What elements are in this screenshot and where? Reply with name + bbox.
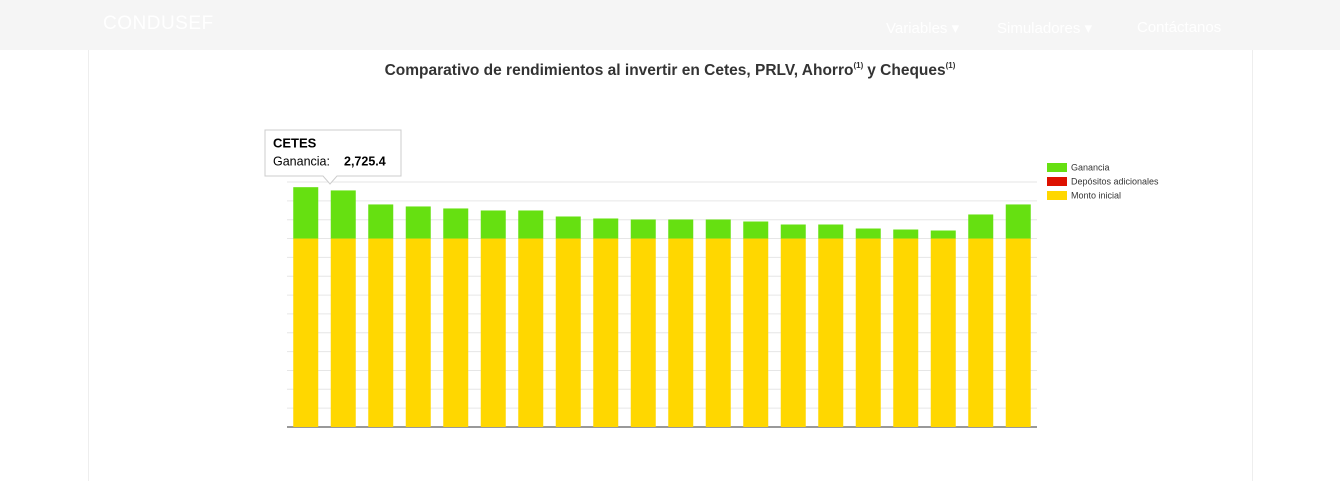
title-text: Comparativo de rendimientos al invertir … [385, 62, 854, 79]
bar-segment [518, 210, 544, 239]
bar-segment [855, 228, 881, 239]
bar-segment [743, 221, 769, 239]
title-sup: (1) [853, 61, 863, 70]
bar-segment [405, 206, 431, 239]
bar-segment [930, 238, 956, 427]
nav-item[interactable]: Simuladores ▾ [997, 20, 1093, 37]
tooltip-title: CETES [273, 135, 317, 150]
bar-segment [630, 238, 656, 427]
tooltip-box [264, 129, 402, 185]
bar-segment [405, 238, 431, 427]
bar-segment [443, 208, 469, 239]
nav-item[interactable]: Contáctanos [1137, 19, 1221, 36]
tooltip: CETES Ganancia: 2,725.4 [264, 129, 402, 185]
bar-segment [855, 238, 881, 427]
bar-segment [293, 238, 319, 427]
bar-segment [293, 187, 319, 239]
bar-segment [743, 238, 769, 427]
bar-segment [480, 238, 506, 427]
tooltip-value: 2,725.4 [344, 154, 386, 168]
bar-segment [668, 219, 694, 239]
bar-segment [818, 238, 844, 427]
bar-segment [593, 238, 619, 427]
bar-segment [480, 210, 506, 239]
bar-segment [593, 218, 619, 239]
bar-segment [330, 238, 356, 427]
bar-segment [780, 224, 806, 239]
bar-segment [668, 238, 694, 427]
navbar: CONDUSEF Variables ▾ Simuladores ▾ Contá… [0, 0, 1340, 50]
title-text: y Cheques [867, 62, 945, 79]
bar-segment [368, 204, 394, 239]
bar-segment [630, 219, 656, 239]
bar-segment [555, 216, 581, 239]
brand[interactable]: CONDUSEF [103, 13, 214, 34]
bar-segment [555, 238, 581, 427]
bar-segment [968, 214, 994, 239]
nav-label[interactable]: Simuladores [997, 20, 1081, 37]
nav-label[interactable]: Variables [886, 20, 948, 37]
bar-segment [893, 229, 919, 239]
tooltip-label: Ganancia: [273, 154, 330, 168]
panel [88, 50, 1253, 481]
bar-segment [705, 238, 731, 427]
nav-item[interactable]: Variables ▾ [886, 20, 960, 37]
bar-segment [780, 238, 806, 427]
legend-label: Monto inicial [1071, 190, 1121, 200]
bar-segment [1005, 238, 1031, 427]
legend-label: Ganancia [1071, 162, 1110, 172]
legend-swatch [1047, 177, 1067, 186]
bar-segment [518, 238, 544, 427]
legend-label: Depósitos adicionales [1071, 176, 1159, 186]
legend-swatch [1047, 163, 1067, 172]
nav-label[interactable]: Contáctanos [1137, 19, 1222, 36]
title-sup: (1) [946, 61, 956, 70]
bar-segment [443, 238, 469, 427]
chart-title: Comparativo de rendimientos al invertir … [385, 61, 956, 79]
bar-segment [968, 238, 994, 427]
bar-segment [818, 224, 844, 239]
bar-segment [705, 219, 731, 239]
bar-segment [368, 238, 394, 427]
bar-segment [330, 190, 356, 239]
bar-segment [930, 230, 956, 239]
legend-swatch [1047, 191, 1067, 200]
bar-segment [893, 238, 919, 427]
bar-segment [1005, 204, 1031, 239]
